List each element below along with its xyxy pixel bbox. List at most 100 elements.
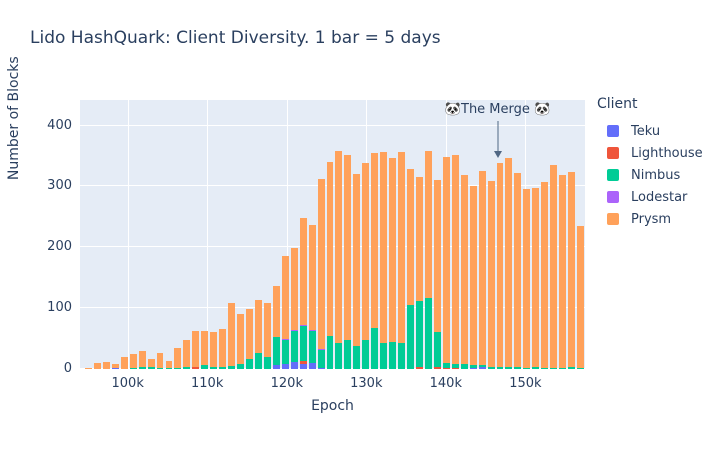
bar-segment-prysm[interactable] xyxy=(469,186,477,366)
bar-segment-prysm[interactable] xyxy=(335,150,343,344)
bar-segment-lighthouse[interactable] xyxy=(192,366,200,369)
bar-segment-nimbus[interactable] xyxy=(299,325,307,362)
bar[interactable] xyxy=(308,224,316,369)
bar[interactable] xyxy=(532,187,540,369)
bar[interactable] xyxy=(505,157,513,369)
bar-segment-teku[interactable] xyxy=(281,363,289,369)
bar-segment-prysm[interactable] xyxy=(478,170,486,365)
bar-segment-teku[interactable] xyxy=(111,368,119,369)
bar[interactable] xyxy=(156,353,164,369)
bar-segment-nimbus[interactable] xyxy=(335,343,343,369)
bar-segment-nimbus[interactable] xyxy=(407,305,414,369)
bar[interactable] xyxy=(577,225,584,369)
bar-segment-prysm[interactable] xyxy=(210,331,218,368)
bar-segment-nimbus[interactable] xyxy=(183,367,191,369)
bar-segment-prysm[interactable] xyxy=(246,309,253,359)
bar[interactable] xyxy=(237,314,244,369)
bar[interactable] xyxy=(416,177,423,369)
bar[interactable] xyxy=(111,364,119,369)
bar[interactable] xyxy=(398,152,406,369)
bar-segment-lodestar[interactable] xyxy=(281,338,289,340)
bar[interactable] xyxy=(129,353,137,369)
bar-segment-nimbus[interactable] xyxy=(254,353,262,369)
bar-segment-prysm[interactable] xyxy=(111,364,119,369)
bar-segment-prysm[interactable] xyxy=(147,359,155,368)
bar-segment-prysm[interactable] xyxy=(559,175,567,368)
bar-segment-prysm[interactable] xyxy=(523,188,531,368)
bar-segment-nimbus[interactable] xyxy=(165,367,173,369)
bar-segment-nimbus[interactable] xyxy=(210,367,218,369)
bar-segment-prysm[interactable] xyxy=(505,157,513,367)
bar-segment-prysm[interactable] xyxy=(308,224,316,331)
bar-segment-prysm[interactable] xyxy=(237,314,244,365)
bar-segment-nimbus[interactable] xyxy=(568,367,576,369)
bar-segment-prysm[interactable] xyxy=(424,151,432,298)
legend-item-prysm[interactable]: Prysm xyxy=(597,208,703,230)
legend-item-lighthouse[interactable]: Lighthouse xyxy=(597,142,703,164)
bar[interactable] xyxy=(120,357,128,369)
bar[interactable] xyxy=(147,359,155,369)
bar[interactable] xyxy=(496,163,504,369)
bar[interactable] xyxy=(138,351,146,369)
bar-segment-prysm[interactable] xyxy=(201,331,209,365)
bar[interactable] xyxy=(102,361,110,369)
bar-segment-nimbus[interactable] xyxy=(541,367,549,369)
bar-segment-nimbus[interactable] xyxy=(326,335,334,369)
bar-segment-prysm[interactable] xyxy=(550,164,558,368)
bar[interactable] xyxy=(192,331,200,369)
bar-segment-nimbus[interactable] xyxy=(228,365,236,369)
bar-segment-prysm[interactable] xyxy=(532,187,540,368)
bar-segment-prysm[interactable] xyxy=(353,174,361,347)
bar-segment-prysm[interactable] xyxy=(451,155,459,364)
bar-segment-nimbus[interactable] xyxy=(156,367,164,369)
bar[interactable] xyxy=(407,168,414,369)
bar-segment-nimbus[interactable] xyxy=(281,339,289,364)
bar-segment-prysm[interactable] xyxy=(93,362,101,369)
bar[interactable] xyxy=(281,255,289,369)
bar-segment-prysm[interactable] xyxy=(174,347,182,368)
bar-segment-teku[interactable] xyxy=(308,362,316,369)
bar-segment-nimbus[interactable] xyxy=(263,356,271,369)
bar-segment-prysm[interactable] xyxy=(228,302,236,366)
bar-segment-nimbus[interactable] xyxy=(344,339,352,369)
bar-segment-prysm[interactable] xyxy=(219,329,227,367)
bar-segment-nimbus[interactable] xyxy=(246,358,253,369)
bar-segment-prysm[interactable] xyxy=(442,157,450,363)
bar[interactable] xyxy=(165,361,173,369)
bar-segment-nimbus[interactable] xyxy=(496,367,504,369)
bar-segment-prysm[interactable] xyxy=(496,163,504,368)
bar[interactable] xyxy=(442,157,450,369)
bar-segment-prysm[interactable] xyxy=(460,175,468,365)
bar-segment-nimbus[interactable] xyxy=(353,346,361,369)
bar-segment-prysm[interactable] xyxy=(129,353,137,368)
bar-segment-nimbus[interactable] xyxy=(460,364,468,369)
bar-segment-nimbus[interactable] xyxy=(371,328,379,369)
bar[interactable] xyxy=(568,172,576,369)
bar-segment-nimbus[interactable] xyxy=(433,331,441,367)
bar-segment-nimbus[interactable] xyxy=(317,349,325,368)
bar[interactable] xyxy=(433,179,441,369)
bar-segment-prysm[interactable] xyxy=(344,155,352,340)
bar[interactable] xyxy=(541,182,549,369)
bar-segment-nimbus[interactable] xyxy=(398,343,406,369)
bar-segment-nimbus[interactable] xyxy=(308,331,316,363)
bar-segment-nimbus[interactable] xyxy=(380,343,388,369)
bar-segment-prysm[interactable] xyxy=(254,300,262,354)
bar-segment-lodestar[interactable] xyxy=(317,348,325,350)
bar-segment-prysm[interactable] xyxy=(577,225,584,368)
bar[interactable] xyxy=(210,331,218,369)
bar-segment-prysm[interactable] xyxy=(84,367,92,369)
bar[interactable] xyxy=(424,151,432,369)
bar[interactable] xyxy=(389,157,397,369)
bar-segment-prysm[interactable] xyxy=(541,182,549,368)
bar-segment-prysm[interactable] xyxy=(192,331,200,367)
bar-segment-nimbus[interactable] xyxy=(469,365,477,368)
bar-segment-lighthouse[interactable] xyxy=(442,367,450,369)
bar[interactable] xyxy=(559,175,567,369)
legend-item-nimbus[interactable]: Nimbus xyxy=(597,164,703,186)
bar[interactable] xyxy=(84,367,92,369)
bar-segment-nimbus[interactable] xyxy=(290,331,298,362)
bar-segment-prysm[interactable] xyxy=(102,361,110,369)
bar[interactable] xyxy=(514,173,522,369)
bar-segment-teku[interactable] xyxy=(469,367,477,369)
